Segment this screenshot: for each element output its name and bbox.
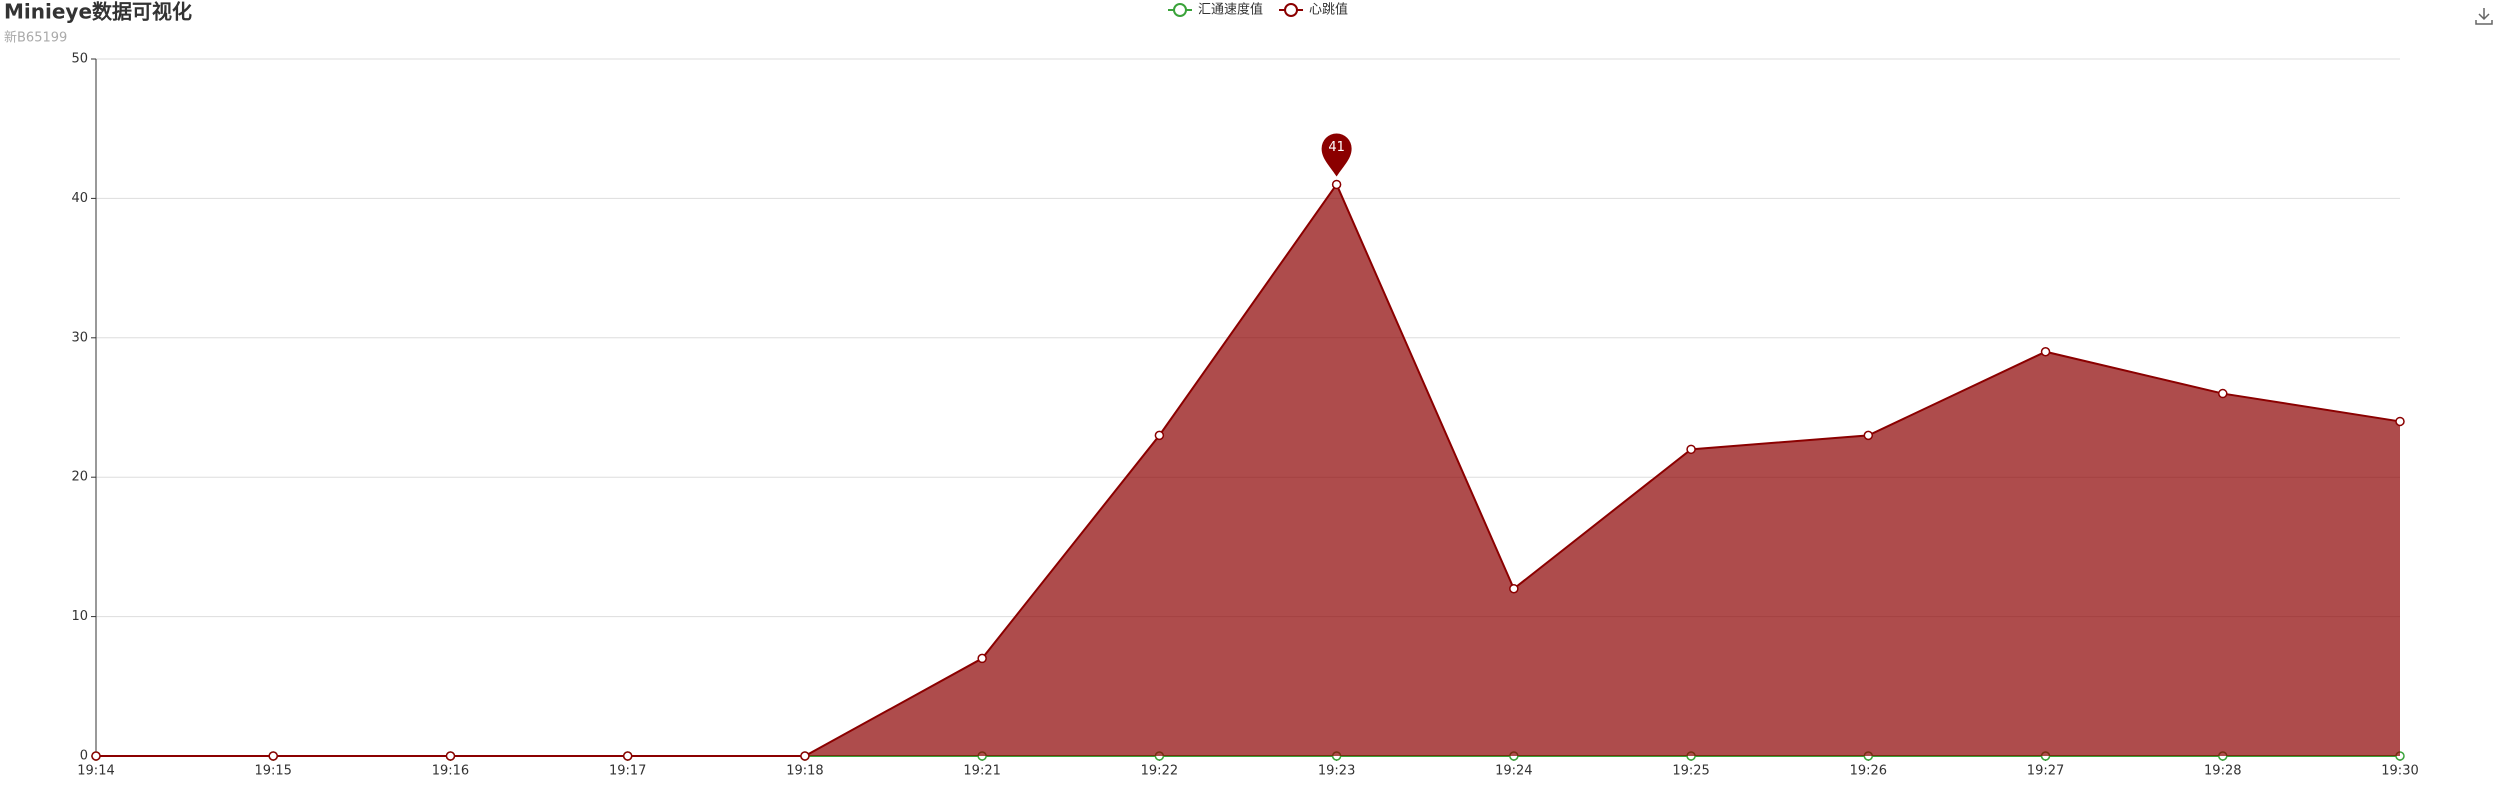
point: [2040, 346, 2051, 357]
x-tick-label: 19:26: [1850, 764, 1887, 779]
download-icon[interactable]: [2475, 8, 2493, 25]
x-tick-label: 19:30: [2381, 764, 2418, 779]
y-tick-label: 30: [71, 330, 88, 345]
legend-item[interactable]: 汇通速度值: [1168, 2, 1263, 18]
point: [445, 751, 456, 761]
x-tick-label: 19:24: [1495, 764, 1532, 779]
area: [96, 184, 2400, 756]
legend-label: 汇通速度值: [1198, 2, 1263, 18]
x-tick-label: 19:23: [1318, 764, 1355, 779]
x-tick-label: 19:22: [1141, 764, 1178, 779]
x-tick-label: 19:21: [963, 764, 1000, 779]
point: [1863, 430, 1874, 441]
point: [1509, 583, 1519, 594]
point: [91, 751, 101, 761]
point: [977, 653, 987, 664]
y-tick-label: 20: [71, 470, 88, 485]
x-tick-label: 19:15: [254, 764, 291, 779]
legend-symbol: [1284, 3, 1299, 17]
chart-title: Minieye数据可视化: [4, 0, 192, 24]
point: [268, 751, 278, 761]
line: [96, 182, 2401, 757]
x-tick-label: 19:28: [2204, 764, 2241, 779]
point: [1686, 444, 1696, 455]
mark-pin: [1321, 133, 1352, 177]
point: [2218, 388, 2228, 399]
y-tick-label: 0: [80, 749, 88, 764]
point: [1331, 179, 1342, 190]
legend-symbol: [1173, 3, 1187, 17]
legend-item[interactable]: 心跳值: [1279, 2, 1348, 18]
point: [800, 751, 810, 761]
mark-label: 41: [1328, 140, 1345, 155]
point: [622, 751, 633, 761]
point: [1154, 430, 1165, 441]
x-tick-label: 19:14: [77, 764, 114, 779]
legend-label: 心跳值: [1309, 2, 1348, 18]
x-tick-label: 19:27: [2027, 764, 2064, 779]
y-tick-label: 40: [71, 191, 88, 206]
point: [2395, 416, 2405, 427]
chart-subtitle: 新B65199: [4, 30, 67, 46]
x-tick-label: 19:18: [786, 764, 823, 779]
y-tick-label: 50: [71, 52, 88, 67]
x-tick-label: 19:16: [432, 764, 469, 779]
x-tick-label: 19:17: [609, 764, 646, 779]
x-tick-label: 19:25: [1672, 764, 1709, 779]
y-tick-label: 10: [71, 609, 88, 624]
